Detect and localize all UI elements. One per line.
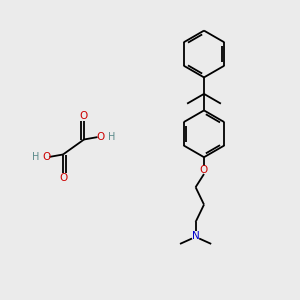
Text: H: H xyxy=(32,152,39,162)
Text: O: O xyxy=(97,132,105,142)
Text: O: O xyxy=(200,165,208,175)
Text: O: O xyxy=(80,111,88,121)
Text: N: N xyxy=(192,230,200,241)
Text: O: O xyxy=(59,173,67,183)
Text: H: H xyxy=(108,132,115,142)
Text: O: O xyxy=(42,152,50,162)
